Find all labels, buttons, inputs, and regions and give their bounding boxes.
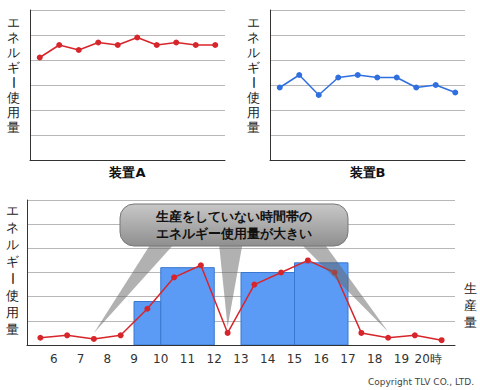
svg-text:量: 量 xyxy=(464,315,477,330)
svg-text:量: 量 xyxy=(6,322,19,337)
svg-text:ル: ル xyxy=(7,45,20,60)
svg-text:装置A: 装置A xyxy=(108,165,145,180)
svg-text:ー: ー xyxy=(246,76,261,89)
svg-text:Copyright TLV CO., LTD.: Copyright TLV CO., LTD. xyxy=(368,377,474,387)
svg-text:16: 16 xyxy=(314,352,329,366)
svg-text:7: 7 xyxy=(77,352,85,366)
svg-text:使: 使 xyxy=(247,90,260,105)
svg-text:エ: エ xyxy=(7,15,20,30)
svg-text:ギ: ギ xyxy=(6,254,19,269)
svg-text:用: 用 xyxy=(247,105,260,120)
svg-text:18: 18 xyxy=(367,352,382,366)
svg-text:ギ: ギ xyxy=(7,60,20,75)
svg-text:エ: エ xyxy=(247,15,260,30)
svg-text:用: 用 xyxy=(6,305,19,320)
svg-text:6: 6 xyxy=(50,352,58,366)
svg-text:量: 量 xyxy=(7,120,20,135)
svg-text:ネ: ネ xyxy=(247,30,260,45)
svg-text:用: 用 xyxy=(7,105,20,120)
svg-text:使: 使 xyxy=(7,90,20,105)
svg-text:装置B: 装置B xyxy=(349,165,386,180)
svg-text:産: 産 xyxy=(464,298,477,313)
svg-text:生: 生 xyxy=(464,281,477,296)
svg-text:13: 13 xyxy=(233,352,248,366)
svg-text:20時: 20時 xyxy=(415,352,442,366)
svg-text:17: 17 xyxy=(340,352,355,366)
svg-text:11: 11 xyxy=(180,352,195,366)
svg-text:15: 15 xyxy=(287,352,302,366)
svg-text:ギ: ギ xyxy=(247,60,260,75)
svg-text:ネ: ネ xyxy=(7,30,20,45)
svg-text:エネルギー使用量が大きい: エネルギー使用量が大きい xyxy=(156,226,312,241)
svg-text:量: 量 xyxy=(247,120,260,135)
svg-text:エ: エ xyxy=(6,203,19,218)
svg-text:ー: ー xyxy=(5,272,20,285)
svg-text:ル: ル xyxy=(247,45,260,60)
svg-text:9: 9 xyxy=(130,352,138,366)
svg-text:使: 使 xyxy=(6,288,19,303)
svg-text:19: 19 xyxy=(394,352,409,366)
svg-text:ネ: ネ xyxy=(6,220,19,235)
svg-text:14: 14 xyxy=(260,352,275,366)
svg-text:8: 8 xyxy=(103,352,111,366)
svg-text:生産をしていない時間帯の: 生産をしていない時間帯の xyxy=(155,209,312,224)
svg-text:ー: ー xyxy=(6,76,21,89)
svg-text:12: 12 xyxy=(207,352,222,366)
svg-text:ル: ル xyxy=(6,237,19,252)
svg-text:10: 10 xyxy=(153,352,168,366)
